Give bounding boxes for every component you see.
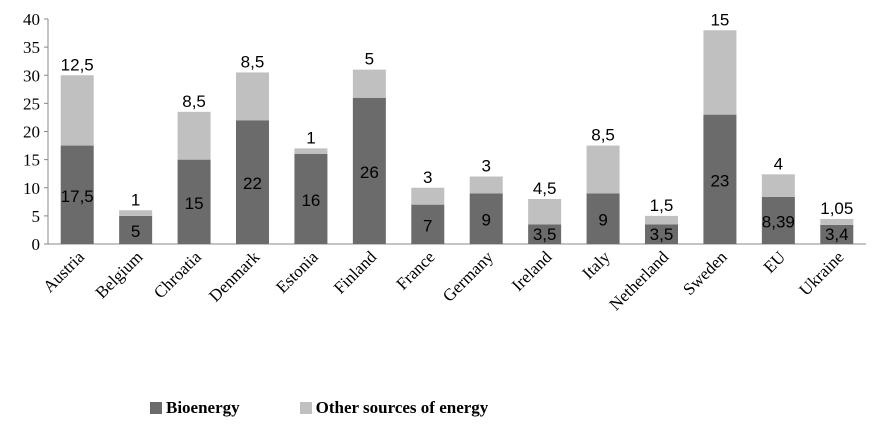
data-label-other-sources: 15	[710, 10, 729, 29]
x-category-label: Austria	[39, 247, 88, 296]
bar-bioenergy	[703, 114, 737, 244]
data-label-bioenergy: 15	[185, 194, 204, 213]
bar-other-sources	[119, 210, 153, 216]
x-category-label: Chroatia	[150, 247, 205, 302]
bar-bioenergy	[820, 224, 854, 244]
bar-other-sources	[469, 176, 503, 194]
bar-other-sources	[820, 218, 854, 225]
data-label-bioenergy: 22	[243, 174, 262, 193]
data-label-other-sources: 1,05	[820, 199, 853, 218]
stacked-bar-chart: 051015202530354017,512,5Austria51Belgium…	[23, 10, 866, 314]
y-tick-label: 25	[23, 94, 40, 113]
bar-other-sources	[352, 69, 386, 98]
data-label-bioenergy: 7	[423, 216, 432, 235]
y-tick-label: 40	[23, 10, 40, 29]
bar-bioenergy	[60, 145, 94, 244]
bar-other-sources	[586, 145, 620, 194]
data-label-bioenergy: 3,4	[825, 225, 849, 244]
data-label-other-sources: 1,5	[650, 196, 674, 215]
data-label-bioenergy: 5	[131, 222, 140, 241]
bar-bioenergy	[236, 120, 269, 244]
bar-other-sources	[528, 199, 562, 225]
data-label-bioenergy: 26	[360, 163, 379, 182]
bar-bioenergy	[177, 159, 211, 244]
legend-label-bioenergy: Bioenergy	[166, 398, 240, 417]
x-category-label: Ukraine	[795, 247, 847, 299]
x-category-label: Ireland	[508, 247, 556, 295]
bar-bioenergy	[469, 193, 503, 244]
data-label-other-sources: 3	[423, 168, 432, 187]
bar-other-sources	[60, 75, 94, 146]
y-tick-label: 5	[32, 207, 41, 226]
y-tick-label: 35	[23, 38, 40, 57]
legend: Bioenergy Other sources of energy	[150, 398, 488, 418]
x-category-label: Finland	[330, 247, 381, 298]
x-category-label: Netherland	[605, 247, 672, 314]
data-label-other-sources: 3	[481, 157, 490, 176]
x-category-label: Germany	[439, 247, 498, 306]
bar-other-sources	[294, 148, 328, 154]
x-category-label: Denmark	[205, 247, 264, 306]
x-category-label: Italy	[578, 247, 614, 283]
data-label-bioenergy: 3,5	[650, 225, 674, 244]
data-label-other-sources: 1	[131, 190, 140, 209]
bar-bioenergy	[411, 204, 445, 244]
bar-bioenergy	[528, 224, 562, 244]
bar-other-sources	[761, 174, 795, 197]
x-category-label: Belgium	[92, 247, 147, 302]
data-label-bioenergy: 9	[598, 211, 607, 230]
y-tick-label: 20	[23, 123, 40, 142]
data-label-other-sources: 1	[306, 128, 315, 147]
data-label-other-sources: 5	[365, 50, 374, 69]
data-label-other-sources: 4,5	[533, 179, 557, 198]
data-label-bioenergy: 3,5	[533, 225, 557, 244]
bar-other-sources	[177, 111, 211, 160]
bar-bioenergy	[294, 154, 328, 244]
legend-item-bioenergy: Bioenergy	[150, 398, 240, 418]
data-label-bioenergy: 9	[481, 211, 490, 230]
x-category-label: EU	[760, 247, 789, 276]
x-category-label: France	[392, 247, 438, 293]
bar-other-sources	[645, 215, 678, 225]
bar-bioenergy	[645, 224, 678, 244]
legend-label-other: Other sources of energy	[315, 398, 489, 417]
bar-bioenergy	[761, 196, 795, 244]
bar-bioenergy	[586, 193, 620, 244]
bar-bioenergy	[352, 97, 386, 244]
bar-bioenergy	[119, 215, 153, 244]
data-label-bioenergy: 8,39	[762, 212, 795, 231]
x-category-label: Sweden	[679, 247, 731, 299]
data-label-bioenergy: 17,5	[61, 187, 94, 206]
data-label-other-sources: 4	[774, 154, 783, 173]
legend-swatch-bioenergy	[150, 402, 162, 414]
data-label-other-sources: 12,5	[61, 55, 94, 74]
legend-item-other: Other sources of energy	[299, 398, 489, 418]
data-label-other-sources: 8,5	[241, 52, 265, 71]
data-label-other-sources: 8,5	[182, 92, 206, 111]
legend-swatch-other	[299, 402, 312, 414]
data-label-bioenergy: 23	[710, 171, 729, 190]
y-tick-label: 15	[23, 151, 40, 170]
y-tick-label: 30	[23, 66, 40, 85]
data-label-other-sources: 8,5	[591, 126, 615, 145]
bar-other-sources	[703, 30, 737, 115]
bar-other-sources	[236, 72, 269, 121]
data-label-bioenergy: 16	[301, 191, 320, 210]
y-tick-label: 0	[32, 235, 41, 254]
y-tick-label: 10	[23, 179, 40, 198]
x-category-label: Estonia	[272, 247, 322, 297]
bar-other-sources	[411, 187, 445, 205]
